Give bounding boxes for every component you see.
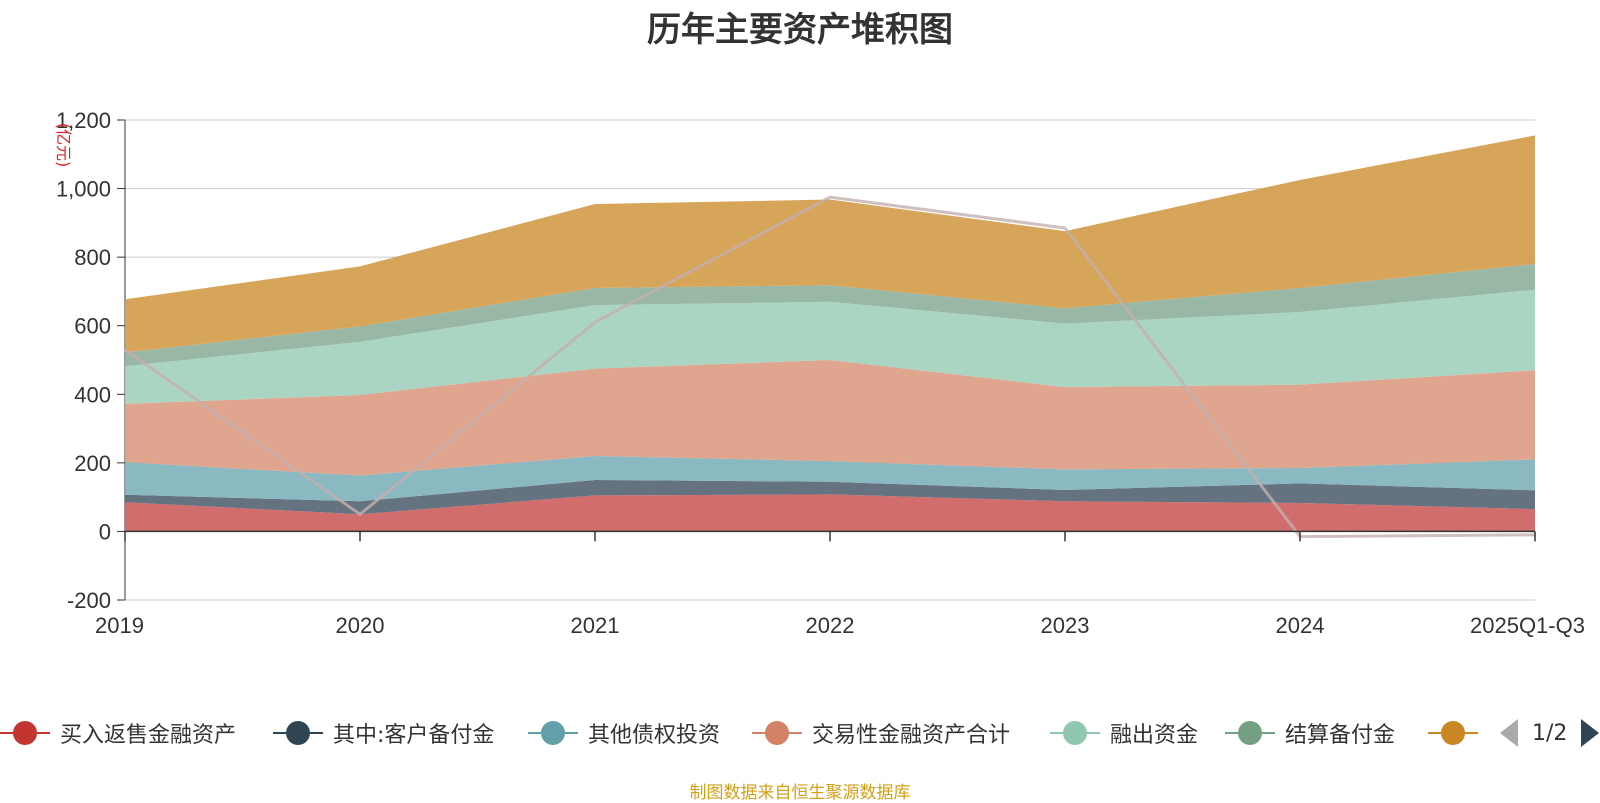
legend-dot bbox=[541, 721, 565, 745]
data-source-note: 制图数据来自恒生聚源数据库 bbox=[689, 783, 911, 803]
area-series-3 bbox=[125, 360, 1535, 476]
legend-dot bbox=[1063, 721, 1087, 745]
legend-item-buyback-assets[interactable]: 买入返售金融资产 bbox=[0, 713, 236, 753]
x-tick-label: 2023 bbox=[1041, 613, 1090, 638]
legend-label: 买入返售金融资产 bbox=[60, 723, 237, 748]
legend-item-margin-lending[interactable]: 融出资金 bbox=[1050, 713, 1198, 753]
x-tick-label: 2019 bbox=[95, 613, 144, 638]
legend-dot bbox=[1441, 721, 1465, 745]
legend-item-client-reserves[interactable]: 其中:客户备付金 bbox=[273, 713, 494, 753]
legend-item-trading-financial-assets[interactable]: 交易性金融资产合计 bbox=[752, 713, 1010, 753]
area-series-1 bbox=[125, 480, 1535, 515]
y-tick-label: 1,000 bbox=[56, 177, 111, 202]
x-tick-label: 2024 bbox=[1276, 613, 1325, 638]
legend-marker-icon bbox=[528, 721, 578, 745]
legend-page-indicator: 1/2 bbox=[1532, 720, 1568, 746]
x-tick-label: 2021 bbox=[571, 613, 620, 638]
legend-dot bbox=[765, 721, 789, 745]
chart-title: 历年主要资产堆积图 bbox=[647, 10, 953, 50]
previous-page-icon[interactable] bbox=[1500, 719, 1518, 747]
legend-marker-icon bbox=[1225, 721, 1275, 745]
legend-item-settlement-reserves[interactable]: 结算备付金 bbox=[1225, 713, 1395, 753]
legend-dot bbox=[13, 721, 37, 745]
legend-dot bbox=[286, 721, 310, 745]
x-tick-label: 2022 bbox=[806, 613, 855, 638]
legend-label: 结算备付金 bbox=[1285, 723, 1396, 748]
y-axis-unit-label: (亿元) bbox=[54, 123, 73, 168]
y-tick-label: 1,200 bbox=[56, 108, 111, 133]
legend-marker-icon bbox=[273, 721, 323, 745]
legend-dot bbox=[1238, 721, 1262, 745]
legend-item-unlabeled[interactable] bbox=[1428, 713, 1478, 753]
stacked-area-chart: -200 0 200 400 600 800 1,000 1,200(亿元) 2019 2020 2… bbox=[54, 108, 1585, 638]
area-series-6 bbox=[125, 135, 1535, 353]
legend-marker-icon bbox=[0, 721, 50, 745]
legend-marker-icon bbox=[752, 721, 802, 745]
y-tick-label: 400 bbox=[74, 382, 111, 407]
y-tick-label: 200 bbox=[74, 451, 111, 476]
area-series-2 bbox=[125, 456, 1535, 502]
x-tick-label: 2020 bbox=[336, 613, 385, 638]
y-tick-label: 600 bbox=[74, 314, 111, 339]
area-series-4 bbox=[125, 289, 1535, 404]
y-tick-label: -200 bbox=[67, 588, 111, 613]
y-tick-label: 0 bbox=[99, 519, 111, 544]
legend-marker-icon bbox=[1050, 721, 1100, 745]
legend-label: 其中:客户备付金 bbox=[333, 723, 495, 748]
area-series-0 bbox=[125, 494, 1535, 532]
y-tick-label: 800 bbox=[74, 245, 111, 270]
legend: 买入返售金融资产 其中:客户备付金 其他债权投资 交易性金融资产合计 融出资金 … bbox=[0, 713, 1600, 753]
next-page-icon[interactable] bbox=[1581, 719, 1600, 747]
legend-pager: 1/2 bbox=[1500, 713, 1600, 753]
legend-label: 交易性金融资产合计 bbox=[812, 723, 1011, 748]
legend-item-other-debt-investment[interactable]: 其他债权投资 bbox=[528, 713, 720, 753]
legend-label: 融出资金 bbox=[1110, 723, 1199, 748]
x-tick-label: 2025Q1-Q3 bbox=[1470, 613, 1585, 638]
legend-marker-icon bbox=[1428, 721, 1478, 745]
legend-label: 其他债权投资 bbox=[588, 723, 721, 748]
